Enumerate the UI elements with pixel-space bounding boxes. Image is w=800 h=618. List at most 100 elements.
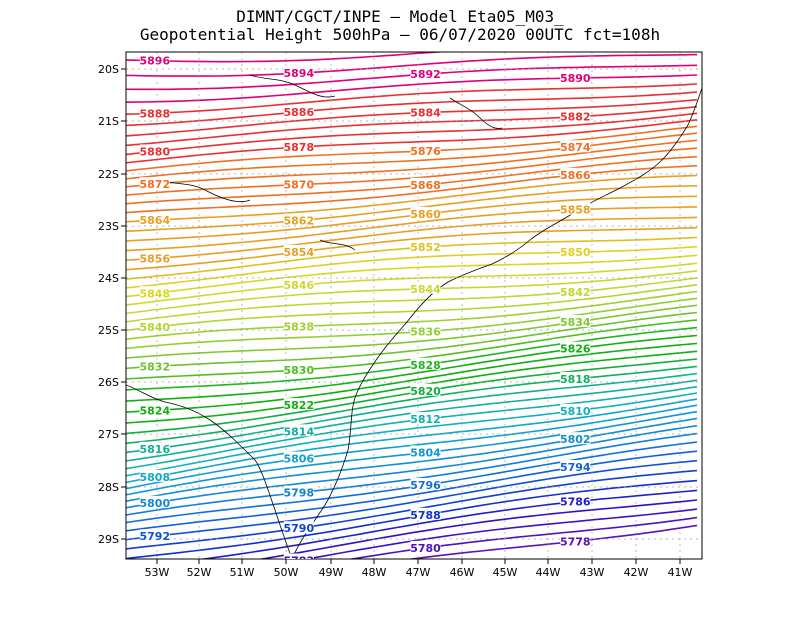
contour-label: 5864 (139, 214, 170, 227)
contour-label-bg (560, 109, 591, 122)
map-title-line1: DIMNT/CGCT/INPE – Model Eta05_M03_ (236, 7, 564, 26)
lon-label: 52W (187, 566, 212, 579)
contour-label: 5826 (560, 343, 591, 356)
contour-line (126, 326, 698, 391)
contour-label-bg (283, 521, 314, 534)
contour-label-bg (139, 359, 170, 372)
contour-line (126, 119, 698, 164)
contour-line (126, 206, 698, 252)
contour-lines (126, 52, 698, 559)
contour-label-bg (560, 494, 591, 507)
lat-label: 22S (98, 168, 119, 181)
contour-line (126, 304, 698, 359)
contour-label-bg (139, 403, 170, 416)
contour-label: 5858 (560, 204, 591, 217)
contour-line (126, 254, 698, 298)
lon-label: 46W (450, 566, 475, 579)
lon-label: 49W (319, 566, 344, 579)
contour-line (126, 410, 698, 496)
lat-label: 20S (98, 63, 119, 76)
contour-line (126, 91, 698, 127)
contour-label-bg (410, 143, 441, 156)
contour-label-bg (410, 324, 441, 337)
contour-line (126, 132, 698, 180)
contour-line (126, 195, 698, 242)
contour-label: 5848 (139, 287, 170, 300)
contour-line (126, 297, 698, 350)
contour-label-bg (410, 357, 441, 370)
contour-line (126, 216, 698, 262)
contour-label: 5856 (139, 252, 170, 265)
contour-line (126, 450, 698, 532)
contour-label-bg (410, 507, 441, 520)
contour-line (126, 165, 698, 214)
contour-label-bg (560, 140, 591, 153)
lon-label: 42W (624, 566, 649, 579)
contour-label-bg (410, 445, 441, 458)
contour-label-bg (139, 251, 170, 264)
contour-label-bg (283, 244, 314, 257)
contour-label-bg (283, 553, 314, 559)
contour-line (126, 365, 698, 445)
lon-label: 50W (274, 566, 299, 579)
lat-label: 24S (98, 272, 119, 285)
contour-label: 5814 (283, 425, 314, 438)
contour-label-bg (283, 485, 314, 498)
contour-line (126, 290, 698, 340)
contour-label-bg (283, 451, 314, 464)
contour-label: 5818 (560, 373, 591, 386)
contour-label: 5796 (410, 479, 441, 492)
contour-label-bg (283, 319, 314, 332)
contour-label-bg (139, 106, 170, 119)
contour-line (126, 147, 698, 196)
contour-line (126, 459, 698, 541)
contour-label: 5816 (139, 443, 170, 456)
contour-label: 5798 (283, 487, 314, 500)
contour-label: 5884 (410, 107, 441, 120)
contour-label: 5788 (410, 509, 441, 522)
contour-label: 5850 (560, 246, 591, 259)
contour-line (126, 98, 698, 137)
contour-label-bg (560, 167, 591, 180)
contour-label-bg (139, 177, 170, 190)
contour-label-bg (560, 371, 591, 384)
contour-label: 5854 (283, 246, 314, 259)
contour-label-bg (139, 529, 170, 542)
contour-label: 5880 (139, 145, 170, 158)
contour-label-bg (410, 383, 441, 396)
contour-line (126, 83, 698, 116)
contour-label: 5868 (410, 179, 441, 192)
contour-label-bg (283, 104, 314, 117)
contour-line (405, 524, 698, 559)
contour-label-bg (283, 362, 314, 375)
contour-line (126, 398, 698, 484)
contour-line (126, 385, 698, 470)
contour-line (126, 105, 698, 147)
contour-line (126, 277, 698, 323)
contour-label: 5886 (283, 106, 314, 119)
contour-label-bg (283, 424, 314, 437)
lon-label: 45W (493, 566, 518, 579)
contour-line (257, 499, 698, 559)
contour-label: 5872 (139, 178, 170, 191)
plot-frame (125, 51, 703, 560)
contour-line (126, 372, 698, 454)
contour-label: 5852 (410, 241, 441, 254)
contour-label: 5824 (139, 404, 170, 417)
contour-label-bg (560, 460, 591, 473)
contour-line (126, 441, 698, 524)
contour-label-bg (283, 398, 314, 411)
contour-line (126, 174, 698, 223)
contour-line (126, 284, 698, 332)
contour-label: 5890 (560, 72, 591, 85)
contour-label-bg (410, 240, 441, 253)
contour-line (126, 270, 698, 315)
contour-label-bg (139, 319, 170, 332)
contour-label-bg (139, 144, 170, 157)
contour-line (126, 74, 698, 103)
contour-label: 5870 (283, 179, 314, 192)
contour-line (126, 334, 698, 402)
contour-label: 5790 (283, 522, 314, 535)
contour-label: 5804 (410, 446, 441, 459)
contour-label: 5794 (560, 461, 591, 474)
